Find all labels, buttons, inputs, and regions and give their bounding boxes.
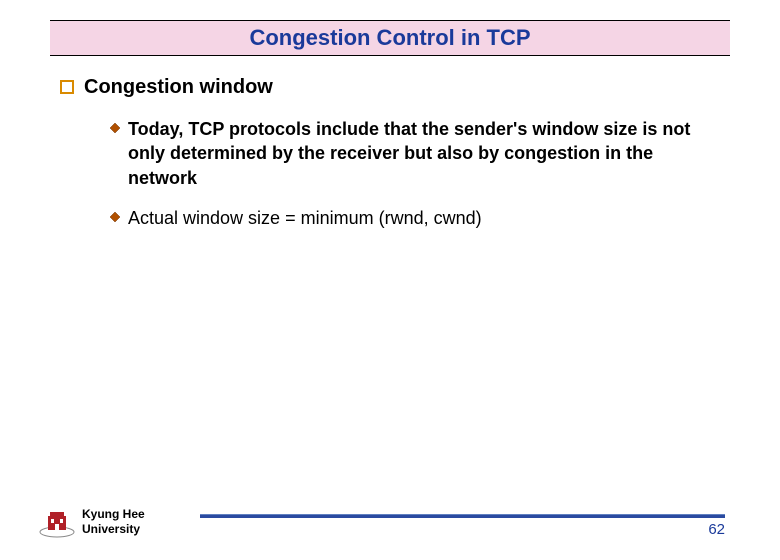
- footer: Kyung HeeUniversity 62: [0, 498, 780, 538]
- slide-title: Congestion Control in TCP: [249, 25, 530, 50]
- bullet-text: Today, TCP protocols include that the se…: [128, 117, 720, 190]
- page-number: 62: [708, 521, 725, 538]
- bullet-item: Today, TCP protocols include that the se…: [110, 117, 720, 190]
- diamond-bullet-icon: [110, 212, 120, 222]
- diamond-bullet-icon: [110, 123, 120, 133]
- section-heading: Congestion window: [84, 76, 273, 99]
- title-bar: Congestion Control in TCP: [50, 20, 730, 56]
- bullet-item: Actual window size = minimum (rwnd, cwnd…: [110, 206, 720, 230]
- content-area: Congestion window Today, TCP protocols i…: [0, 56, 780, 230]
- square-bullet-icon: [60, 80, 74, 94]
- university-name: Kyung HeeUniversity: [82, 507, 145, 536]
- bullet-text: Actual window size = minimum (rwnd, cwnd…: [128, 206, 482, 230]
- university-logo-icon: [38, 510, 76, 538]
- heading-row: Congestion window: [60, 76, 720, 99]
- footer-divider: [200, 514, 725, 518]
